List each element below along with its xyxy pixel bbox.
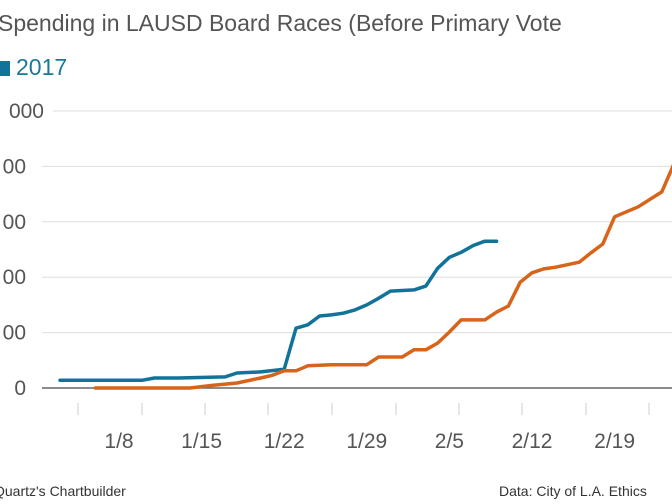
y-tick-label: 00 <box>3 322 26 345</box>
x-tick-label: 1/29 <box>346 430 387 453</box>
legend-label-2017: 2017 <box>16 54 68 80</box>
y-tick-label: 00 <box>3 266 26 289</box>
chart-title: Spending in LAUSD Board Races (Before Pr… <box>0 10 562 36</box>
y-tick-label: 00 <box>3 211 26 234</box>
x-tick-label: 1/22 <box>264 430 305 453</box>
data-source: Data: City of L.A. Ethics <box>499 483 647 499</box>
y-tick-label: 0 <box>14 377 26 400</box>
series-line-series-2 <box>93 164 672 390</box>
y-tick-label: 000 <box>9 100 44 123</box>
x-tick-label: 2/12 <box>512 430 553 453</box>
legend-swatch-2017 <box>0 61 10 76</box>
x-tick-label: 1/8 <box>104 430 133 453</box>
credit: Quartz's Chartbuilder <box>0 483 126 499</box>
x-tick-label: 1/15 <box>181 430 222 453</box>
series-line-2017 <box>58 239 499 382</box>
y-tick-label: 00 <box>3 155 26 178</box>
legend: 2017 <box>0 54 67 81</box>
x-tick-label: 2/19 <box>594 430 635 453</box>
x-tick-label: 2/5 <box>435 430 464 453</box>
